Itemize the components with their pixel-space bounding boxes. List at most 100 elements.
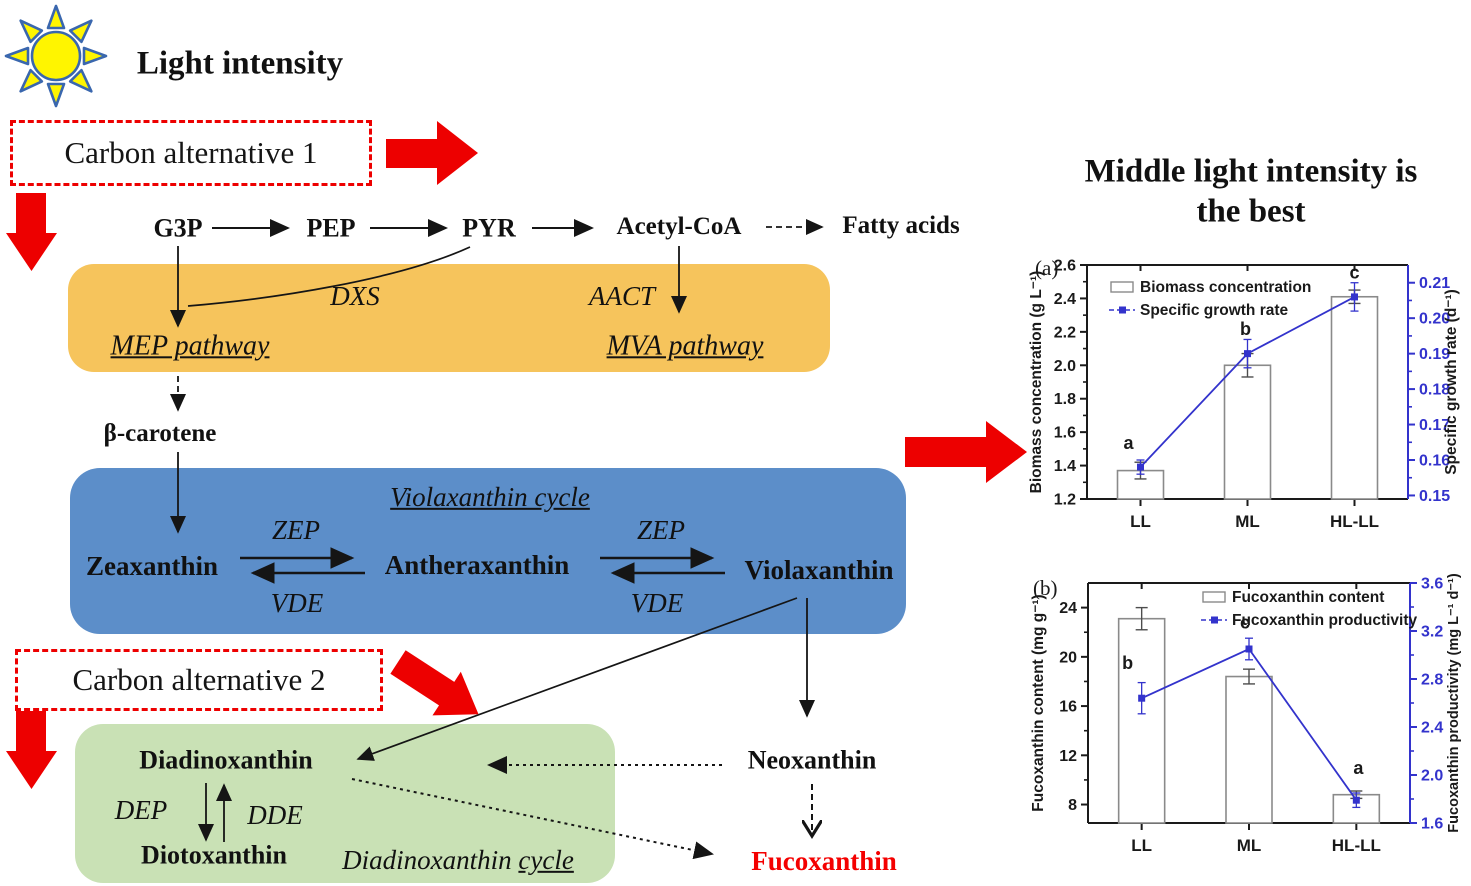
mep-pathway-label: MEP pathway	[110, 330, 270, 362]
legend: Biomass concentration Specific growth rat…	[1109, 279, 1311, 319]
node-pyr: PYR	[462, 213, 516, 243]
left-axis-title: Biomass concentration (g L⁻¹)	[1028, 271, 1045, 494]
svg-text:HL-LL: HL-LL	[1332, 836, 1381, 855]
violaxanthin-cycle-box	[70, 468, 906, 634]
mva-pathway-label: MVA pathway	[606, 330, 764, 362]
svg-text:Fucoxanthin content: Fucoxanthin content	[1232, 589, 1384, 606]
svg-text:12: 12	[1059, 748, 1077, 765]
svg-text:2.4: 2.4	[1054, 291, 1076, 308]
svg-text:2.6: 2.6	[1054, 258, 1076, 275]
line-series	[1137, 637, 1361, 809]
svg-text:ML: ML	[1235, 512, 1260, 531]
node-beta-carotene: β-carotene	[103, 419, 217, 447]
mep-mva-pathway-box	[68, 264, 830, 372]
right-axis: 0.15 0.16 0.17 0.18 0.19 0.20 0.21	[1408, 275, 1450, 505]
svg-text:a: a	[1123, 433, 1134, 453]
violaxanthin-cycle-title: Violaxanthin cycle	[390, 481, 590, 512]
svg-text:1.8: 1.8	[1054, 391, 1076, 408]
data-point	[1245, 645, 1253, 653]
svg-text:Fucoxanthin productivity: Fucoxanthin productivity	[1232, 612, 1418, 629]
carbon-alternative-2-label: Carbon alternative 2	[72, 662, 326, 697]
svg-text:1.2: 1.2	[1054, 492, 1076, 509]
enzyme-zep-2: ZEP	[636, 514, 686, 545]
svg-text:2.0: 2.0	[1054, 358, 1076, 375]
category-axis: LL ML HL-LL	[1131, 583, 1381, 855]
bar	[1225, 675, 1273, 824]
svg-text:20: 20	[1059, 649, 1077, 666]
data-point	[1351, 293, 1358, 301]
svg-text:0.15: 0.15	[1419, 488, 1450, 505]
chart-biomass-growth: (a)1.21.41.61.82.02.22.42.60.150.160.170…	[1028, 256, 1460, 531]
enzyme-vde-2: VDE	[630, 587, 684, 618]
left-axis-title: Fucoxanthin content (mg g⁻¹)	[1030, 594, 1047, 811]
right-axis-title: Specific growth rate (d⁻¹)	[1443, 289, 1460, 475]
data-point	[1138, 694, 1146, 702]
svg-text:LL: LL	[1131, 836, 1152, 855]
annotations: a b c	[1123, 262, 1359, 452]
bar-series	[1116, 289, 1379, 500]
arrow-diadinoxanthin-to-fucoxanthin	[351, 778, 714, 860]
svg-text:c: c	[1240, 613, 1250, 633]
svg-text:3.6: 3.6	[1421, 576, 1443, 593]
curve-pyr-to-mep	[187, 246, 471, 307]
panel-label: (a)	[1035, 256, 1058, 280]
node-pep: PEP	[306, 213, 356, 243]
svg-text:0.21: 0.21	[1419, 275, 1450, 292]
svg-text:16: 16	[1059, 699, 1077, 716]
legend: Fucoxanthin content Fucoxanthin productiv…	[1201, 589, 1418, 629]
data-point	[1352, 796, 1360, 804]
svg-text:2.2: 2.2	[1054, 324, 1076, 341]
red-arrow-to-charts	[905, 421, 1027, 483]
sun-icon	[4, 4, 108, 108]
enzyme-zep-1: ZEP	[271, 514, 321, 545]
carbon-alternative-1-box: Carbon alternative 1	[10, 120, 372, 186]
red-arrow-right-carbon1	[386, 121, 478, 185]
svg-text:1.4: 1.4	[1054, 458, 1076, 475]
node-antheraxanthin: Antheraxanthin	[384, 549, 570, 580]
carbon-alternative-2-box: Carbon alternative 2	[15, 649, 383, 711]
svg-text:1.6: 1.6	[1054, 425, 1076, 442]
bar	[1223, 364, 1272, 500]
category-axis: LL ML HL-LL	[1130, 265, 1379, 531]
svg-text:a: a	[1353, 758, 1364, 778]
left-axis: 1.2 1.4 1.6 1.8 2.0 2.2 2.4 2.6	[1054, 258, 1087, 509]
enzyme-vde-1: VDE	[270, 587, 324, 618]
svg-text:2.8: 2.8	[1421, 672, 1443, 689]
svg-text:HL-LL: HL-LL	[1330, 512, 1379, 531]
diadinoxanthin-cycle-box	[75, 724, 615, 883]
node-g3p: G3P	[153, 213, 203, 243]
diadinoxanthin-cycle-title: Diadinoxanthin cycle	[342, 846, 574, 874]
annotations: b c a	[1122, 613, 1364, 778]
reversible-arrows-antheraxanthin-violaxanthin	[600, 547, 725, 584]
svg-text:8: 8	[1068, 797, 1077, 814]
node-acetyl-coa: Acetyl-CoA	[616, 212, 742, 240]
node-diadinoxanthin: Diadinoxanthin	[139, 745, 313, 775]
svg-text:Specific growth rate: Specific growth rate	[1140, 302, 1289, 319]
svg-text:b: b	[1122, 653, 1133, 673]
svg-text:Biomass concentration: Biomass concentration	[1140, 279, 1311, 296]
svg-text:0.20: 0.20	[1419, 311, 1450, 328]
svg-text:24: 24	[1059, 600, 1077, 617]
svg-text:1.6: 1.6	[1421, 816, 1443, 833]
data-point	[1244, 350, 1251, 358]
node-neoxanthin: Neoxanthin	[747, 745, 877, 775]
svg-text:2.0: 2.0	[1421, 768, 1443, 785]
svg-text:ML: ML	[1237, 836, 1262, 855]
node-fucoxanthin: Fucoxanthin	[751, 845, 897, 876]
bar	[1330, 295, 1379, 500]
red-arrow-diagonal-carbon2	[390, 650, 479, 716]
panel-label: (b)	[1033, 576, 1058, 600]
headline-line2: the best	[1196, 193, 1306, 230]
svg-text:3.2: 3.2	[1421, 624, 1443, 641]
reversible-arrows-zeaxanthin-antheraxanthin	[240, 547, 365, 584]
svg-text:c: c	[1349, 262, 1359, 282]
svg-text:0.18: 0.18	[1419, 382, 1450, 399]
diadinoxanthin-cycle-title-underlined: cycle	[518, 844, 574, 875]
svg-text:b: b	[1240, 319, 1251, 339]
headline-line1: Middle light intensity is	[1084, 153, 1418, 190]
enzyme-dxs: DXS	[330, 280, 380, 311]
node-fatty-acids: Fatty acids	[842, 211, 960, 239]
line-series	[1136, 282, 1359, 475]
